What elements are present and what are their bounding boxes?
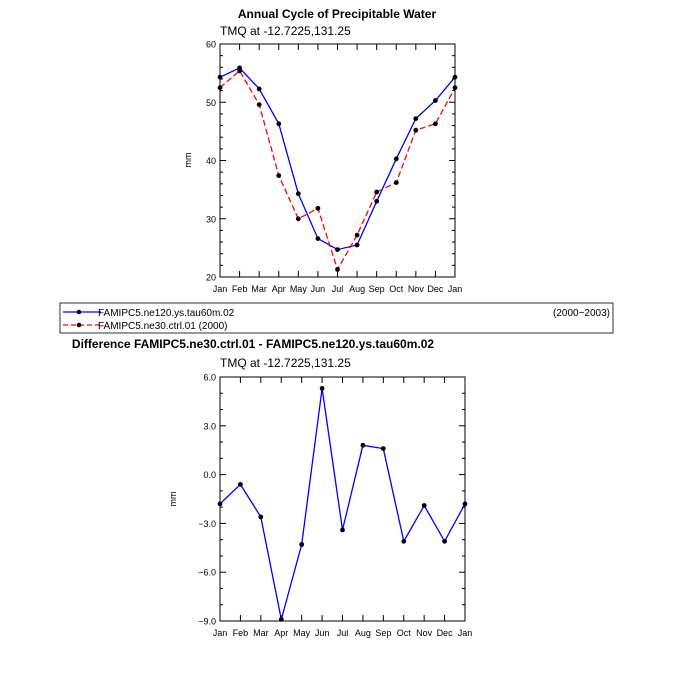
- chart2-xtick-label: Jul: [337, 628, 349, 638]
- chart1-series-2-point: [237, 68, 243, 74]
- chart2-title: Difference FAMIPC5.ne30.ctrl.01 - FAMIPC…: [72, 337, 434, 351]
- chart2-ytick-label: −6.0: [198, 568, 216, 578]
- chart2-xtick-label: Apr: [274, 628, 288, 638]
- chart1-xtick-label: Jun: [311, 284, 326, 294]
- chart1-series-1-line: [219, 67, 456, 251]
- chart1-series-2-point: [433, 121, 438, 127]
- chart1-series-1-point: [217, 74, 223, 80]
- chart1-series-2-point: [315, 205, 321, 211]
- chart1-series-1-point: [315, 236, 321, 242]
- chart2-ytick-label: 6.0: [203, 373, 216, 383]
- chart1-xtick-label: Aug: [349, 284, 365, 294]
- chart1-series-1-point: [374, 198, 380, 204]
- chart1-series-1-point: [452, 74, 458, 80]
- chart1-plot-frame: [219, 43, 456, 278]
- legend-label-1: FAMIPC5.ne120.ys.tau60m.02: [98, 308, 235, 319]
- chart1-xtick-label: Dec: [427, 284, 444, 294]
- chart2-ytick-label: 0.0: [203, 470, 216, 480]
- chart1-xtick-label: May: [290, 284, 308, 294]
- chart1-series-1-point: [413, 116, 419, 121]
- chart2-series-1-point: [299, 542, 305, 547]
- legend-entry-2: FAMIPC5.ne30.ctrl.01 (2000): [63, 321, 228, 332]
- chart1-series-2-point: [393, 180, 399, 186]
- chart1-series-2-point: [452, 85, 458, 91]
- chart2-xtick-label: Jan: [213, 628, 228, 638]
- chart2-xtick-label: Jun: [315, 628, 330, 638]
- chart1-subtitle: TMQ at -12.7225,131.25: [220, 24, 351, 38]
- chart1-xtick-label: Apr: [272, 284, 286, 294]
- chart2-xtick-label: Dec: [437, 628, 454, 638]
- chart2-series-1-line: [219, 388, 466, 620]
- chart2-ytick-label: −3.0: [198, 519, 216, 529]
- chart2-ylabel: mm: [168, 492, 178, 507]
- chart2-series-1-point: [401, 538, 407, 544]
- chart1-series-2-point: [335, 267, 340, 272]
- chart1-series-2-point: [217, 85, 223, 91]
- chart2-xtick-label: Jan: [458, 628, 473, 638]
- chart1-ytick-label: 40: [206, 156, 216, 166]
- chart1-series-2-point: [256, 102, 262, 107]
- chart2-xtick-label: Oct: [397, 628, 412, 638]
- chart2-subtitle: TMQ at -12.7225,131.25: [220, 356, 351, 370]
- chart2-series-1-point: [360, 442, 366, 448]
- chart2-series-1-point: [340, 527, 345, 533]
- chart2-series-1-point: [442, 538, 447, 544]
- legend-marker-2: [76, 322, 82, 328]
- chart2-series-1-point: [380, 446, 386, 451]
- chart1-ytick-label: 60: [206, 40, 216, 50]
- chart2-series-1-point: [217, 501, 223, 507]
- chart1-title: Annual Cycle of Precipitable Water: [238, 7, 437, 21]
- chart1-xtick-label: Sep: [369, 284, 385, 294]
- chart2-xtick-label: Mar: [253, 628, 269, 638]
- chart1-series-2-point: [413, 127, 419, 133]
- chart2-series-1-point: [319, 386, 325, 391]
- chart1-xtick-label: Mar: [251, 284, 267, 294]
- chart2-series-1-point: [278, 617, 284, 622]
- chart1-ytick-label: 20: [206, 273, 216, 283]
- chart1-ytick-label: 30: [206, 214, 216, 224]
- chart1-series-2-point: [276, 173, 282, 179]
- legend-label-2: FAMIPC5.ne30.ctrl.01 (2000): [98, 321, 228, 332]
- chart1-xtick-label: Feb: [232, 284, 248, 294]
- legend-marker-1: [76, 309, 82, 315]
- chart1-series-1-point: [393, 156, 399, 162]
- chart1-xtick-label: Jul: [332, 284, 344, 294]
- chart2-xtick-label: May: [293, 628, 311, 638]
- chart2-series-1-point: [421, 503, 427, 508]
- chart1-series-2-line: [219, 69, 456, 272]
- legend-box: [59, 302, 614, 334]
- chart1-series-1-point: [433, 98, 438, 103]
- chart1-xtick-label: Nov: [408, 284, 425, 294]
- legend-entry-1: FAMIPC5.ne120.ys.tau60m.02: [63, 308, 235, 319]
- chart1-series-1-point: [256, 86, 262, 92]
- chart1-series-1-point: [276, 121, 282, 127]
- chart2-xtick-label: Feb: [233, 628, 249, 638]
- chart1-series-1-point: [295, 191, 301, 197]
- chart2-plot-frame: [219, 376, 466, 622]
- chart1-xtick-label: Jan: [448, 284, 463, 294]
- chart1-series-2-point: [354, 232, 360, 238]
- chart2-series-1-point: [258, 514, 264, 520]
- chart1-series-1-point: [354, 242, 360, 248]
- chart2-ytick-label: −9.0: [198, 617, 216, 627]
- chart1-ylabel: mm: [183, 153, 193, 168]
- chart1-xtick-label: Oct: [389, 284, 404, 294]
- chart2-series-1-point: [462, 501, 468, 507]
- chart2-xtick-label: Aug: [355, 628, 371, 638]
- chart2-series-1-point: [238, 482, 243, 487]
- chart1-series-2-point: [295, 216, 301, 222]
- chart1-series-1-point: [335, 247, 340, 253]
- chart2-ytick-label: 3.0: [203, 421, 216, 431]
- chart2-xtick-label: Sep: [375, 628, 391, 638]
- legend-period-label: (2000−2003): [553, 308, 610, 319]
- chart1-series-2-point: [374, 189, 380, 195]
- chart1-ytick-label: 50: [206, 98, 216, 108]
- chart2-xtick-label: Nov: [416, 628, 433, 638]
- chart1-xtick-label: Jan: [213, 284, 228, 294]
